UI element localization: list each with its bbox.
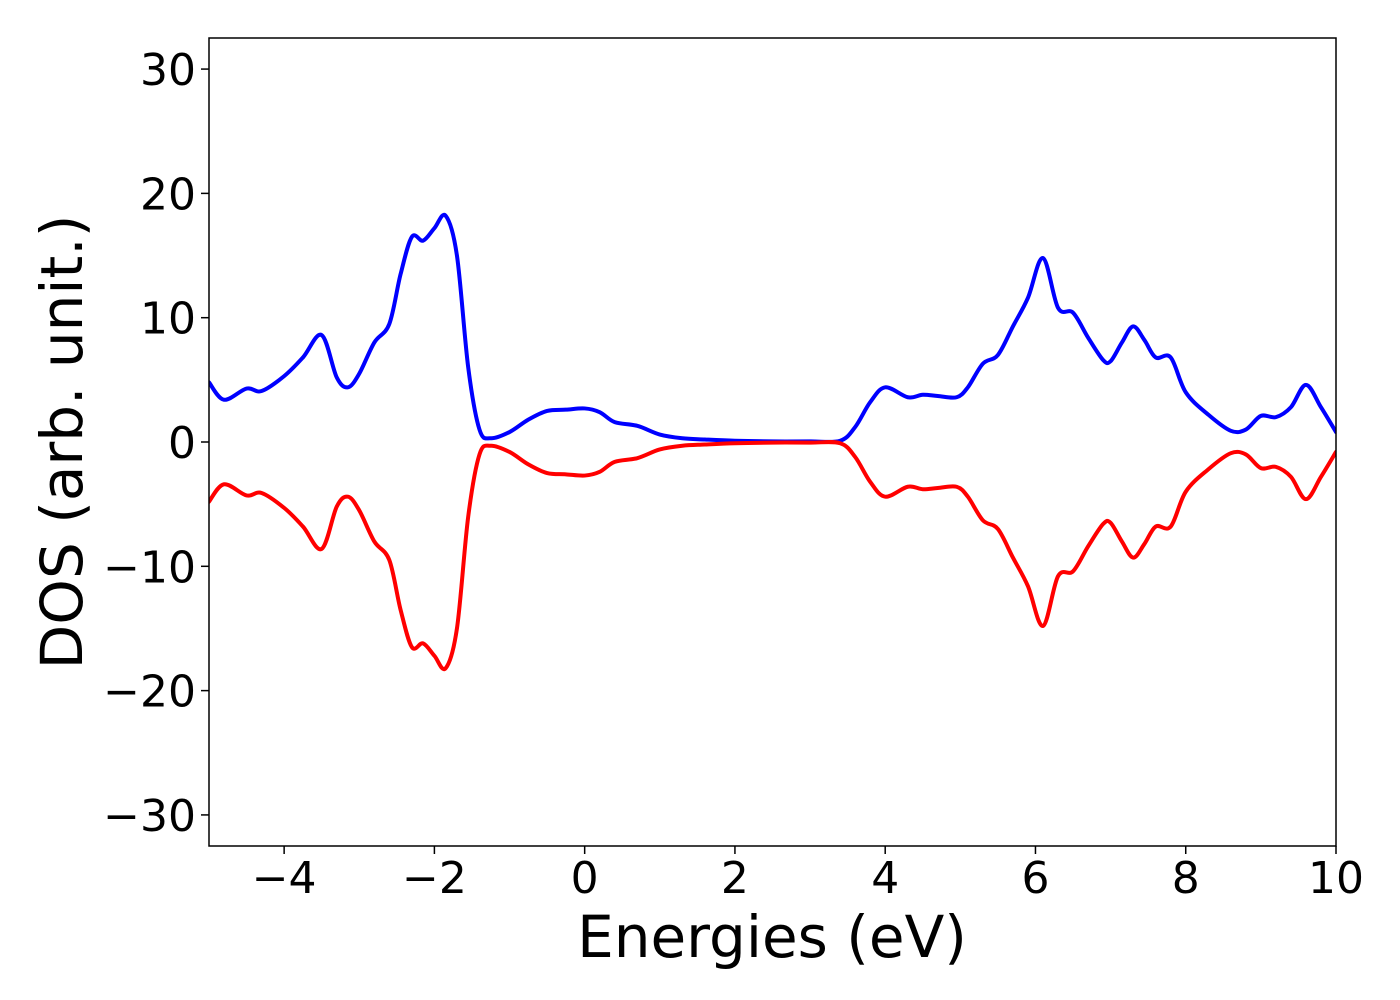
series-line-blue (209, 212, 1336, 444)
x-tick-label: −2 (402, 853, 467, 904)
y-tick-label: 20 (140, 169, 196, 220)
y-tick-label: 10 (140, 294, 196, 345)
series-layer (209, 212, 1336, 672)
y-tick-label: 30 (140, 45, 196, 96)
x-tick-label: −4 (252, 853, 317, 904)
x-tick-label: 4 (871, 853, 899, 904)
series-line-red (209, 440, 1336, 672)
y-tick-label: −30 (103, 791, 196, 842)
x-tick-label: 2 (721, 853, 749, 904)
y-tick-label: 0 (168, 418, 196, 469)
y-tick-label: −10 (103, 542, 196, 593)
y-axis-label: DOS (arb. unit.) (28, 215, 96, 670)
y-axis: −30 −20 −10 0 10 20 30 (103, 45, 209, 842)
y-tick-label: −20 (103, 667, 196, 718)
x-tick-label: 6 (1021, 853, 1049, 904)
x-axis-label: Energies (eV) (577, 903, 967, 971)
x-axis: −4 −2 0 2 4 6 8 10 (252, 846, 1364, 904)
x-tick-label: 0 (571, 853, 599, 904)
x-tick-label: 10 (1308, 853, 1364, 904)
x-tick-label: 8 (1172, 853, 1200, 904)
